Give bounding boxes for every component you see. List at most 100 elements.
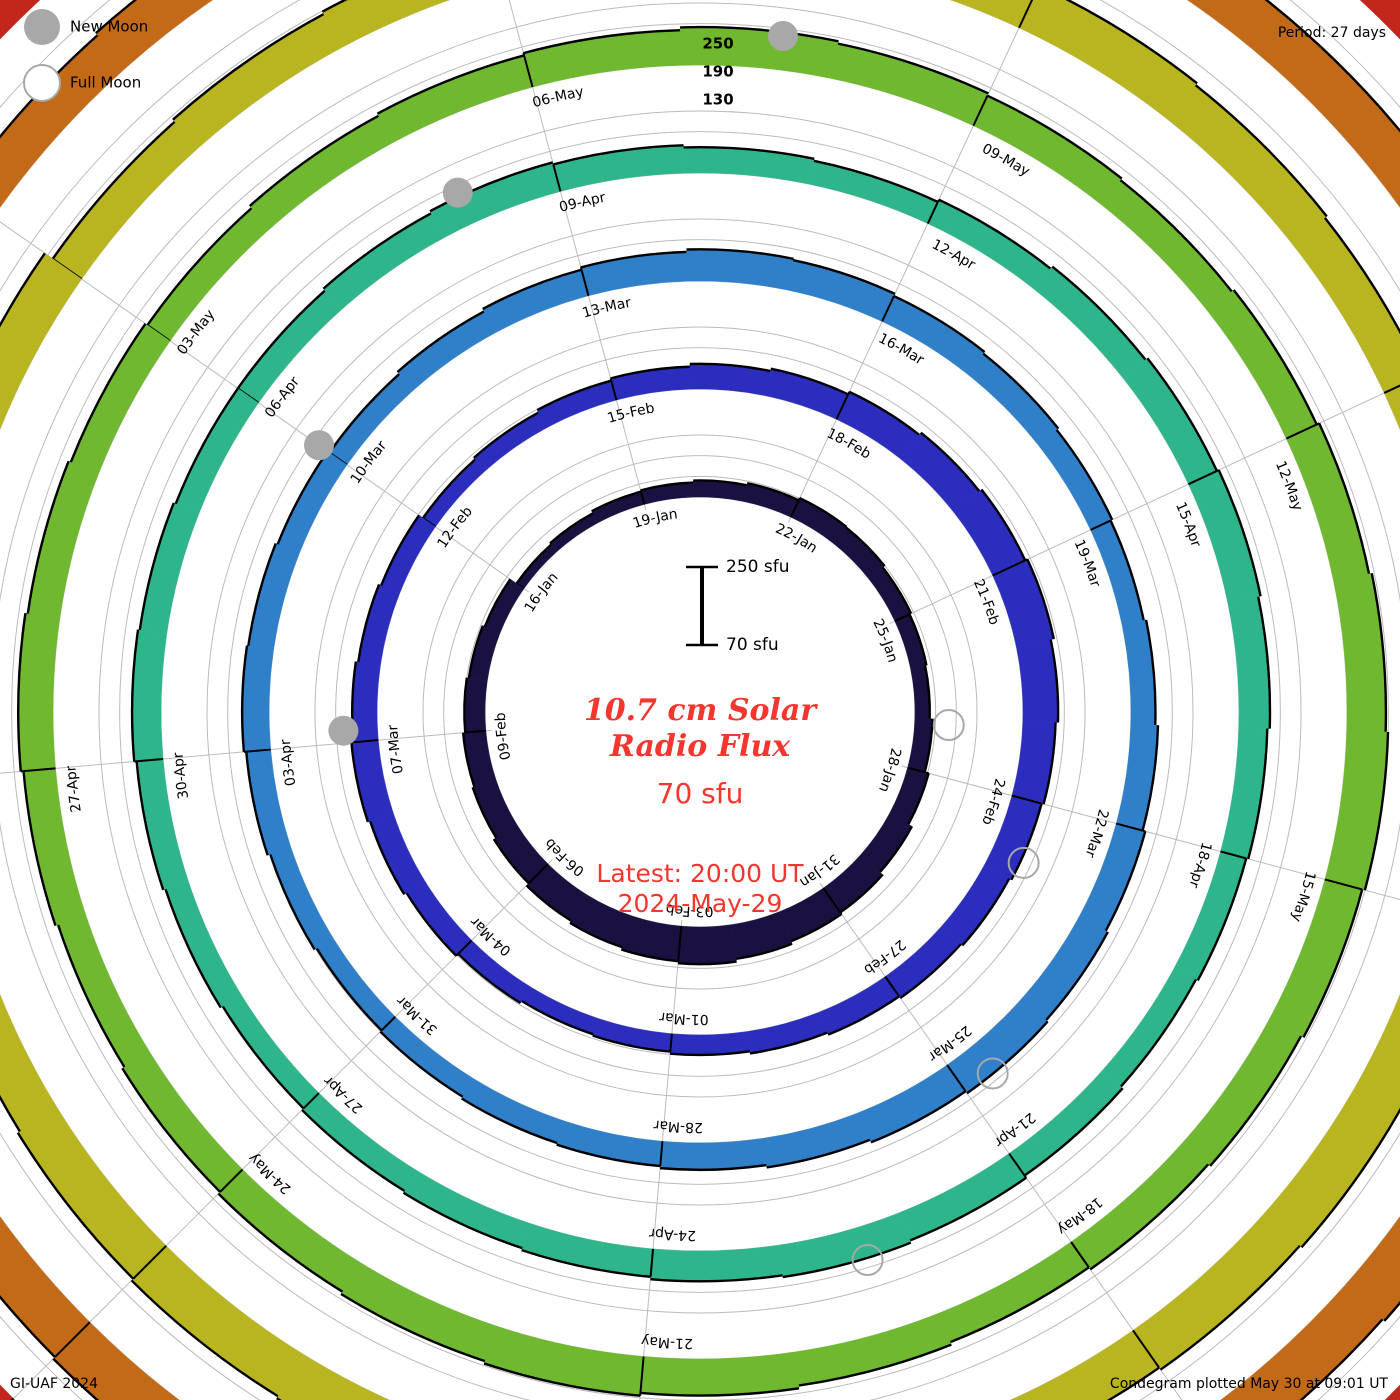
flux-bar-cap [1051, 265, 1147, 361]
day-separator [639, 490, 646, 505]
flux-bar-cap [321, 0, 348, 13]
day-separator [1116, 822, 1146, 833]
flux-bar-cap [1318, 422, 1371, 575]
flux-bar-cap [521, 1248, 651, 1278]
flux-bar-cap [683, 145, 815, 161]
flux-bar-cap [980, 488, 1027, 561]
flux-bar [249, 115, 394, 229]
flux-bar-cap [799, 497, 848, 528]
flux-bar-cap [482, 268, 582, 311]
day-separator [132, 1245, 167, 1280]
flux-bar [1102, 967, 1197, 1087]
radial-spoke [508, 0, 647, 511]
day-separator [992, 558, 1028, 577]
flux-bar-cap [1106, 1366, 1160, 1400]
flux-ring [17, 25, 1390, 1397]
flux-bar [1116, 724, 1159, 831]
full-moon-marker [932, 709, 965, 742]
flux-bar-cap [1217, 469, 1262, 597]
credit-note: GI-UAF 2024 [10, 1373, 98, 1392]
flux-bar [340, 1262, 497, 1362]
flux-bar-cap [1323, 217, 1400, 335]
flux-bar-cap [1144, 619, 1157, 726]
flux-bar-cap [1302, 889, 1364, 1038]
gridline-circle [206, 218, 1194, 1206]
flux-bar-cap [172, 13, 325, 121]
day-separator [1188, 469, 1220, 486]
day-separator [1383, 384, 1400, 394]
flux-bar [165, 881, 242, 1008]
flux-bar-cap [492, 838, 530, 885]
flux-bar [316, 937, 396, 1031]
flux-bar [938, 1241, 1090, 1343]
flux-bar [131, 1245, 304, 1397]
flux-bar [1359, 0, 1400, 40]
flux-bar-cap [1045, 931, 1109, 1021]
flux-bar-cap [174, 387, 239, 505]
flux-bar [610, 366, 691, 401]
day-separator [881, 295, 895, 322]
scale-bar-top-label: 250 sfu [726, 557, 789, 577]
flux-bar-cap [1383, 1300, 1400, 1322]
flux-bar-cap [1042, 722, 1057, 805]
flux-bar [1121, 619, 1156, 726]
flux-bar-cap [467, 625, 485, 679]
gridline-circle [314, 326, 1086, 1098]
ring-date-label: 19-Jan [631, 506, 679, 532]
flux-ring [350, 362, 1060, 1057]
flux-bar-cap [0, 1294, 56, 1358]
flux-bar-cap [236, 289, 326, 390]
day-separator [302, 1092, 320, 1110]
new-moon-marker [304, 430, 335, 461]
flux-bar-cap [376, 54, 525, 115]
flux-bar [52, 121, 199, 280]
flux-bar [1034, 266, 1146, 378]
full-moon-marker [851, 1244, 884, 1277]
flux-bar-cap [1141, 725, 1160, 831]
day-separator [552, 164, 562, 192]
flux-bar-cap [1023, 1087, 1124, 1177]
flux-bar-cap [677, 960, 737, 966]
flux-bar [57, 915, 150, 1068]
flux-bar-cap [640, 481, 694, 492]
ring-date-label: 03-Apr [278, 738, 300, 787]
flux-bar-cap [463, 677, 469, 733]
moon-phase-markers [304, 20, 1040, 1277]
radial-spoke [11, 859, 553, 1400]
flux-bar-cap [483, 1362, 641, 1397]
flux-bar-cap [471, 786, 498, 839]
flux-bar [1167, 84, 1328, 245]
flux-bar [898, 1153, 1027, 1241]
flux-bar [1010, 1330, 1160, 1400]
flux-bar-cap [26, 460, 70, 614]
flux-bar-cap [51, 120, 176, 260]
flux-bar [521, 986, 599, 1035]
flux-bar [1174, 851, 1247, 981]
day-separator [54, 1321, 91, 1358]
flux-bar [683, 146, 815, 185]
flux-bar-cap [315, 947, 383, 1032]
flux-bar-cap [982, 352, 1060, 430]
flux-bar-cap [870, 1090, 967, 1144]
flux-bar [0, 252, 82, 430]
new-moon-marker [328, 715, 359, 746]
flux-bar-cap [1104, 830, 1147, 932]
ring-date-label: 30-Apr [171, 752, 193, 801]
chart-title-line1: 10.7 cm Solar [584, 693, 818, 728]
new-moon-icon [24, 9, 60, 45]
flux-bar [70, 323, 171, 474]
day-separator [677, 926, 683, 962]
ring-date-label: 03-Feb [665, 900, 714, 919]
flux-bar [139, 502, 200, 635]
flux-bar [95, 0, 213, 68]
flux-bar-cap [909, 1176, 1027, 1242]
flux-bar-cap [686, 248, 794, 261]
flux-bar-cap [650, 1274, 783, 1283]
flux-bar-cap [429, 161, 554, 213]
flux-bar [1364, 994, 1400, 1090]
flux-bar-cap [591, 490, 642, 513]
latest-time: Latest: 20:00 UT [596, 859, 804, 888]
scale-bar-bottom-label: 70 sfu [726, 635, 779, 655]
